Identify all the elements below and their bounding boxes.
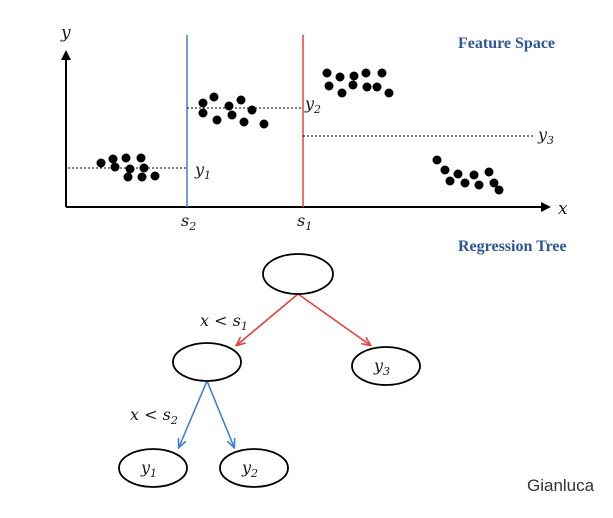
data-point bbox=[362, 82, 372, 92]
data-point bbox=[198, 108, 208, 118]
mean-label-y3: y3 bbox=[537, 125, 554, 147]
mean-label-y1: y1 bbox=[194, 160, 211, 182]
data-point bbox=[236, 95, 246, 105]
data-point bbox=[227, 110, 237, 120]
edge-label-x-lt-s1: x < s1 bbox=[200, 311, 248, 333]
data-point bbox=[150, 171, 160, 181]
data-point bbox=[136, 153, 146, 163]
tree-root-node bbox=[262, 253, 334, 295]
data-point bbox=[123, 172, 133, 182]
data-point bbox=[322, 68, 332, 78]
tree-edge-root-left bbox=[237, 293, 299, 345]
data-point bbox=[209, 92, 219, 102]
data-point bbox=[212, 115, 222, 125]
cluster-region-2 bbox=[198, 92, 269, 129]
data-point bbox=[361, 68, 371, 78]
data-point bbox=[384, 88, 394, 98]
data-point bbox=[348, 80, 358, 90]
tree-leaf-y3 bbox=[351, 346, 421, 386]
tree-edge-left-y2 bbox=[206, 380, 234, 447]
data-point bbox=[337, 88, 347, 98]
data-point bbox=[324, 81, 334, 91]
mean-label-y2: y2 bbox=[304, 94, 321, 116]
regression-tree-heading: Regression Tree bbox=[458, 238, 567, 255]
edge-label-x-lt-s2: x < s2 bbox=[130, 405, 178, 427]
s1-tick-label: s1 bbox=[297, 211, 312, 233]
data-point bbox=[247, 105, 257, 115]
data-point bbox=[239, 117, 249, 127]
tree-leaf-y1 bbox=[118, 448, 188, 488]
data-point bbox=[469, 170, 479, 180]
data-point bbox=[125, 164, 135, 174]
cluster-region-3-lower bbox=[432, 155, 504, 195]
y-axis-label: y bbox=[60, 23, 71, 43]
cluster-region-3-upper bbox=[322, 68, 394, 98]
data-point bbox=[110, 162, 120, 172]
leaf-label-y2: y2 bbox=[241, 458, 258, 480]
data-point bbox=[445, 176, 455, 186]
tree-edge-root-right bbox=[297, 293, 370, 345]
data-point bbox=[377, 68, 387, 78]
cluster-region-1 bbox=[96, 153, 160, 182]
tree-leaf-y2 bbox=[219, 448, 289, 488]
feature-space-heading: Feature Space bbox=[458, 35, 555, 52]
data-point bbox=[137, 172, 147, 182]
data-point bbox=[489, 178, 499, 188]
data-point bbox=[96, 158, 106, 168]
data-point bbox=[259, 119, 269, 129]
data-point bbox=[372, 82, 382, 92]
data-point bbox=[224, 101, 234, 111]
tree-edge-left-y1 bbox=[179, 380, 208, 447]
leaf-label-y1: y1 bbox=[140, 458, 157, 480]
data-point bbox=[139, 163, 149, 173]
data-point bbox=[108, 154, 118, 164]
data-point bbox=[440, 165, 450, 175]
data-point bbox=[198, 98, 208, 108]
data-point bbox=[484, 167, 494, 177]
data-point bbox=[453, 169, 463, 179]
data-point bbox=[121, 153, 131, 163]
x-axis-label: x bbox=[558, 199, 568, 219]
data-point bbox=[474, 180, 484, 190]
data-point bbox=[335, 72, 345, 82]
data-point bbox=[494, 185, 504, 195]
leaf-label-y3: y3 bbox=[373, 356, 390, 378]
data-point bbox=[349, 71, 359, 81]
tree-internal-node bbox=[172, 342, 242, 382]
s2-tick-label: s2 bbox=[181, 211, 196, 233]
data-point bbox=[432, 155, 442, 165]
author-credit: Gianluca bbox=[527, 476, 595, 495]
data-point bbox=[460, 178, 470, 188]
